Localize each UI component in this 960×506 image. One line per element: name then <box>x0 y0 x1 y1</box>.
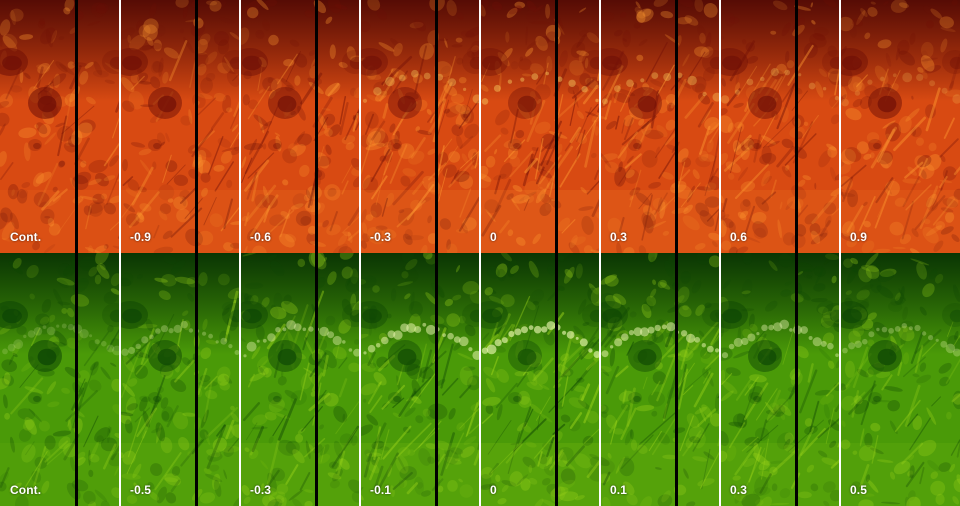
panel-label: -0.9 <box>130 230 152 244</box>
panel-label: 0 <box>490 483 497 497</box>
panel-label: 0.5 <box>850 483 867 497</box>
green-panel-5: 0 <box>480 253 600 506</box>
slit-line <box>315 0 318 506</box>
green-panel-image <box>600 253 720 506</box>
red-image-row: Cont. -0.9 -0.6 -0.3 0 0.3 0.6 0.9 <box>0 0 960 253</box>
slit-line <box>795 0 798 506</box>
red-panel-2: -0.9 <box>120 0 240 253</box>
green-panel-6: 0.1 <box>600 253 720 506</box>
green-panel-8: 0.5 <box>840 253 960 506</box>
red-panel-image <box>480 0 600 253</box>
panel-separator <box>599 0 601 506</box>
red-panel-6: 0.3 <box>600 0 720 253</box>
red-panel-image <box>240 0 360 253</box>
green-panel-3: -0.3 <box>240 253 360 506</box>
green-panel-image <box>120 253 240 506</box>
panel-label: 0.1 <box>610 483 627 497</box>
panel-label: 0.6 <box>730 230 747 244</box>
slit-line <box>195 0 198 506</box>
red-panel-image <box>600 0 720 253</box>
green-image-row: Cont. -0.5 -0.3 -0.1 0 0.1 0.3 0.5 <box>0 253 960 506</box>
green-panel-image <box>360 253 480 506</box>
panel-separator <box>239 0 241 506</box>
red-panel-image <box>0 0 120 253</box>
green-panel-image <box>720 253 840 506</box>
red-panel-image <box>360 0 480 253</box>
panel-label: Cont. <box>10 483 42 497</box>
panel-label: -0.3 <box>370 230 392 244</box>
slit-line <box>555 0 558 506</box>
panel-label: Cont. <box>10 230 42 244</box>
panel-separator <box>359 0 361 506</box>
green-panel-1: Cont. <box>0 253 120 506</box>
panel-label: -0.1 <box>370 483 392 497</box>
panel-separator <box>479 0 481 506</box>
panel-separator <box>839 0 841 506</box>
red-panel-1: Cont. <box>0 0 120 253</box>
green-panel-image <box>840 253 960 506</box>
red-panel-4: -0.3 <box>360 0 480 253</box>
panel-label: 0.3 <box>730 483 747 497</box>
panel-separator <box>119 0 121 506</box>
red-panel-image <box>720 0 840 253</box>
red-panel-8: 0.9 <box>840 0 960 253</box>
slit-line <box>75 0 78 506</box>
green-panel-2: -0.5 <box>120 253 240 506</box>
panel-label: -0.6 <box>250 230 272 244</box>
green-panel-image <box>240 253 360 506</box>
green-panel-image <box>0 253 120 506</box>
panel-label: 0.3 <box>610 230 627 244</box>
panel-label: -0.3 <box>250 483 272 497</box>
red-panel-image <box>840 0 960 253</box>
green-panel-4: -0.1 <box>360 253 480 506</box>
panel-label: 0.9 <box>850 230 867 244</box>
panel-separator <box>719 0 721 506</box>
slit-line <box>435 0 438 506</box>
green-panel-image <box>480 253 600 506</box>
green-panel-7: 0.3 <box>720 253 840 506</box>
red-panel-image <box>120 0 240 253</box>
panel-label: -0.5 <box>130 483 152 497</box>
red-panel-5: 0 <box>480 0 600 253</box>
red-panel-7: 0.6 <box>720 0 840 253</box>
slit-line <box>675 0 678 506</box>
panel-label: 0 <box>490 230 497 244</box>
red-panel-3: -0.6 <box>240 0 360 253</box>
